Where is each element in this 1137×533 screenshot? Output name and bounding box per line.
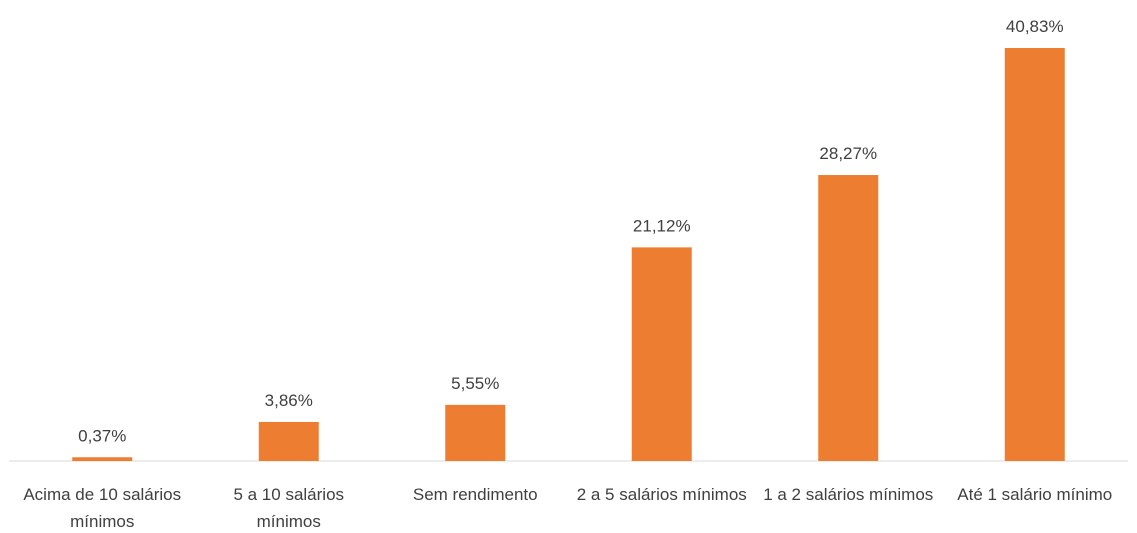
x-tick-label: Até 1 salário mínimo <box>957 485 1113 504</box>
x-tick-label: Sem rendimento <box>412 485 538 504</box>
bar <box>445 404 506 461</box>
bar <box>258 421 319 461</box>
bar <box>631 247 692 461</box>
data-label: 28,27% <box>819 144 877 163</box>
bar <box>818 175 879 461</box>
bar <box>72 457 133 461</box>
data-label: 3,86% <box>265 391 313 410</box>
x-tick-label: Acima de 10 salários mínimos <box>23 485 182 531</box>
data-label: 40,83% <box>1006 17 1064 36</box>
data-label: 0,37% <box>78 426 126 445</box>
x-tick-label: 5 a 10 salários mínimos <box>233 485 345 531</box>
bar <box>1004 48 1065 461</box>
x-tick-label: 1 a 2 salários mínimos <box>763 485 934 504</box>
data-label: 5,55% <box>451 374 499 393</box>
x-tick-label: 2 a 5 salários mínimos <box>576 485 747 504</box>
data-label: 21,12% <box>633 216 691 235</box>
